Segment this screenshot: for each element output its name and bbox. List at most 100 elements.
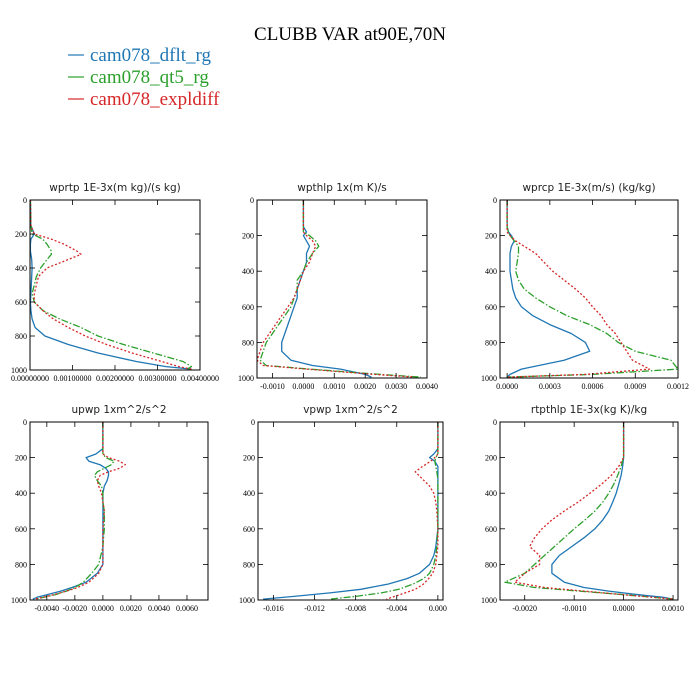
y-tick-label: 400 xyxy=(243,489,255,498)
y-tick-label: 600 xyxy=(242,303,254,312)
x-tick-label: 0.0000 xyxy=(92,604,114,613)
y-tick-label: 1000 xyxy=(11,596,27,605)
y-tick-label: 600 xyxy=(15,298,27,307)
y-tick-label: 1000 xyxy=(481,596,497,605)
series-line-cam078_qt5_rg xyxy=(35,422,115,600)
y-tick-label: 0 xyxy=(251,418,255,427)
series-line-cam078_qt5_rg xyxy=(329,422,439,600)
y-tick-label: 800 xyxy=(485,560,497,569)
y-tick-label: 1000 xyxy=(481,374,497,383)
y-tick-label: 400 xyxy=(15,489,27,498)
plot-frame xyxy=(29,199,201,371)
panel-title: upwp 1xm^2/s^2 xyxy=(72,404,167,416)
x-tick-label: 0.0000 xyxy=(496,382,518,391)
legend: cam078_dflt_rgcam078_qt5_rgcam078_expldi… xyxy=(68,45,220,110)
y-tick-label: 800 xyxy=(242,338,254,347)
x-tick-label: 0.0000 xyxy=(613,604,635,613)
y-tick-label: 200 xyxy=(15,230,27,239)
y-tick-label: 1000 xyxy=(11,366,27,375)
series-line-cam078_qt5_rg xyxy=(504,422,674,600)
y-tick-label: 400 xyxy=(242,267,254,276)
x-tick-label: -0.0020 xyxy=(63,604,88,613)
panel-title: wpthlp 1x(m K)/s xyxy=(297,182,387,194)
legend-item: cam078_dflt_rg xyxy=(68,45,212,66)
plot-frame xyxy=(257,421,444,601)
series-line-cam078_qt5_rg xyxy=(30,200,193,370)
series-line-cam078_dflt_rg xyxy=(281,200,372,378)
y-tick-label: 600 xyxy=(243,525,255,534)
y-tick-label: 400 xyxy=(15,264,27,273)
y-tick-label: 200 xyxy=(485,454,497,463)
y-tick-label: 0 xyxy=(493,418,497,427)
x-tick-label: 0.00000000 xyxy=(11,374,49,383)
panel-6: rtpthlp 1E-3x(kg K)/kg 0 200 400 600 800 1000 -… xyxy=(481,404,684,613)
x-tick-label: 0.00300000 xyxy=(139,374,177,383)
x-tick-label: -0.0020 xyxy=(512,604,537,613)
y-tick-label: 800 xyxy=(485,338,497,347)
x-tick-label: 0.0040 xyxy=(148,604,170,613)
plot-frame xyxy=(29,421,209,601)
series-line-cam078_expldiff xyxy=(34,422,126,600)
legend-label: cam078_expldiff xyxy=(90,89,220,110)
y-tick-label: 600 xyxy=(485,303,497,312)
y-tick-label: 0 xyxy=(23,418,27,427)
series-line-cam078_dflt_rg xyxy=(263,422,439,600)
y-tick-label: 400 xyxy=(485,267,497,276)
x-tick-label: 0.0009 xyxy=(624,382,646,391)
y-tick-label: 600 xyxy=(15,525,27,534)
y-tick-label: 0 xyxy=(250,196,254,205)
x-tick-label: 0.0060 xyxy=(176,604,198,613)
series-line-cam078_expldiff xyxy=(514,422,674,600)
y-tick-label: 800 xyxy=(15,332,27,341)
series-line-cam078_dflt_rg xyxy=(506,200,591,378)
panel-grid: wprtp 1E-3x(m kg)/(s kg) 0 200 400 600 800 100… xyxy=(11,182,689,613)
panel-4: upwp 1xm^2/s^2 0 200 400 600 800 1000 -0.0040 -0… xyxy=(11,404,209,613)
x-tick-label: -0.0040 xyxy=(34,604,59,613)
x-tick-label: 0.0010 xyxy=(323,382,345,391)
y-tick-label: 200 xyxy=(243,454,255,463)
x-tick-label: -0.008 xyxy=(345,604,366,613)
y-tick-label: 200 xyxy=(485,232,497,241)
x-tick-label: 0.0006 xyxy=(582,382,604,391)
x-tick-label: 0.00100000 xyxy=(54,374,92,383)
panel-title: vpwp 1xm^2/s^2 xyxy=(303,404,398,416)
x-tick-label: 0.000 xyxy=(429,604,447,613)
y-tick-label: 0 xyxy=(23,196,27,205)
x-tick-label: 0.0040 xyxy=(416,382,438,391)
panel-2: wpthlp 1x(m K)/s 0 200 400 600 800 1000 -0.0010… xyxy=(238,182,438,391)
panel-5: vpwp 1xm^2/s^2 0 200 400 600 800 1000 -0.016 -0.… xyxy=(239,404,447,613)
x-tick-label: -0.016 xyxy=(263,604,284,613)
legend-label: cam078_dflt_rg xyxy=(90,45,212,66)
y-tick-label: 1000 xyxy=(238,374,254,383)
series-line-cam078_expldiff xyxy=(30,200,192,370)
y-tick-label: 800 xyxy=(243,560,255,569)
x-tick-label: 0.00400000 xyxy=(181,374,219,383)
x-tick-label: 0.0012 xyxy=(667,382,689,391)
x-tick-label: -0.0010 xyxy=(562,604,587,613)
x-tick-label: 0.0000 xyxy=(292,382,314,391)
figure-title: CLUBB VAR at90E,70N xyxy=(254,24,446,45)
y-tick-label: 200 xyxy=(242,232,254,241)
legend-label: cam078_qt5_rg xyxy=(90,67,209,88)
x-tick-label: 0.0020 xyxy=(120,604,142,613)
series-line-cam078_qt5_rg xyxy=(259,200,421,378)
series-line-cam078_dflt_rg xyxy=(551,422,674,600)
series-line-cam078_dflt_rg xyxy=(30,200,192,370)
legend-item: cam078_qt5_rg xyxy=(68,67,209,88)
y-tick-label: 0 xyxy=(493,196,497,205)
y-tick-label: 400 xyxy=(485,489,497,498)
x-tick-label: -0.004 xyxy=(386,604,407,613)
panel-title: wprtp 1E-3x(m kg)/(s kg) xyxy=(49,182,180,194)
x-tick-label: 0.0003 xyxy=(539,382,561,391)
plot-frame xyxy=(256,199,428,379)
panel-title: wprcp 1E-3x(m/s) (kg/kg) xyxy=(522,182,655,194)
x-tick-label: -0.012 xyxy=(304,604,325,613)
y-tick-label: 200 xyxy=(15,454,27,463)
series-line-cam078_dflt_rg xyxy=(32,422,110,600)
x-tick-label: 0.0020 xyxy=(354,382,376,391)
panel-3: wprcp 1E-3x(m/s) (kg/kg) 0 200 400 600 800 100… xyxy=(481,182,689,391)
y-tick-label: 1000 xyxy=(239,596,255,605)
series-line-cam078_qt5_rg xyxy=(506,200,678,378)
plot-frame xyxy=(499,421,679,601)
